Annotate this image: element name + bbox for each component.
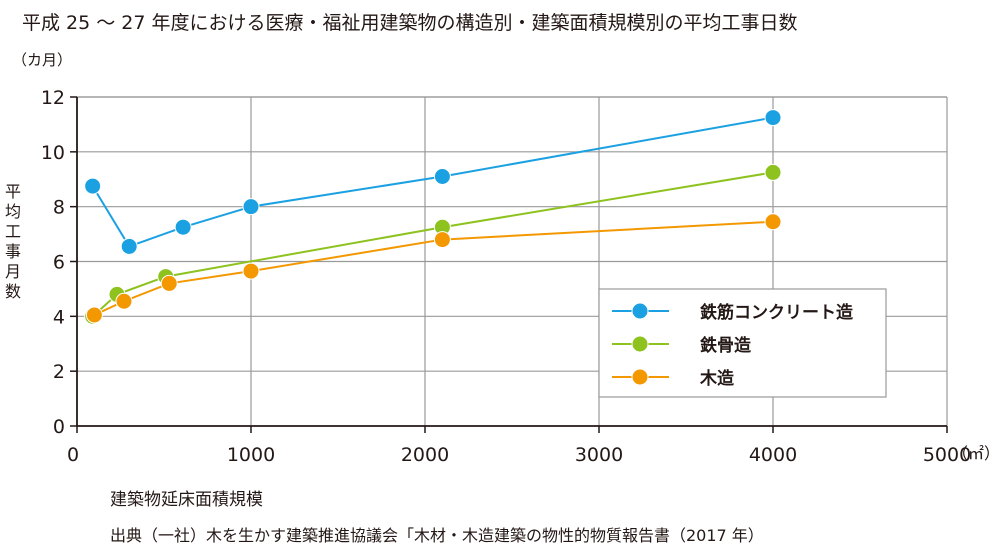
data-point [242,198,260,216]
data-point [242,262,260,280]
data-point [764,163,782,181]
y-tick-label: 4 [53,306,65,328]
x-tick-label: 1000 [227,444,275,466]
x-tick-label: 4000 [749,444,797,466]
legend-swatch-marker [631,368,649,386]
x-axis-unit: （㎡） [952,444,1000,463]
y-axis-label: 平均工事月数 [4,182,21,301]
legend-item-1: 鉄骨造 [612,335,752,356]
grid-lines [77,96,948,426]
y-axis-unit: （カ月） [12,51,73,69]
data-point [433,231,451,249]
legend-swatch-marker [631,335,649,353]
series-0 [84,109,782,255]
x-tick-label: 3000 [575,444,623,466]
series-layer [84,109,782,325]
legend-label: 木造 [699,368,735,389]
legend-item-2: 木造 [612,368,735,389]
x-tick-label: 2000 [401,444,449,466]
axes: 0 2 4 6 8 10 12 0 1000 2000 3000 4000 5000（㎡） [41,87,1000,466]
legend-label: 鉄骨造 [700,335,752,356]
data-point [84,177,102,195]
chart-title: 平成 25 〜 27 年度における医療・福祉用建築物の構造別・建築面積規模別の平… [22,12,798,34]
data-point [174,218,192,236]
data-point [433,168,451,186]
x-tick-label: 5000 [923,444,971,466]
data-point [764,109,782,127]
series-line [91,116,774,248]
y-tick-label: 6 [53,252,65,274]
y-tick-label: 8 [53,197,65,219]
y-tick-label: 0 [53,416,65,438]
data-point [120,237,138,255]
x-axis-label: 建築物延床面積規模 [110,490,263,510]
data-point [160,274,178,292]
legend-swatch-marker [631,302,649,320]
x-tick-label: 0 [67,444,79,466]
data-point [764,213,782,231]
y-tick-label: 12 [41,87,65,109]
y-tick-label: 2 [53,361,65,383]
data-point [85,306,103,324]
legend-item-0: 鉄筋コンクリート造 [612,302,854,323]
data-point [115,292,133,310]
source-note: 出典（一社）木を生かす建築推進協議会「木材・木造建築の物性的物質報告書（2017… [110,526,764,545]
y-tick-label: 10 [41,142,65,164]
series-2 [85,213,782,324]
legend-label: 鉄筋コンクリート造 [700,302,854,323]
